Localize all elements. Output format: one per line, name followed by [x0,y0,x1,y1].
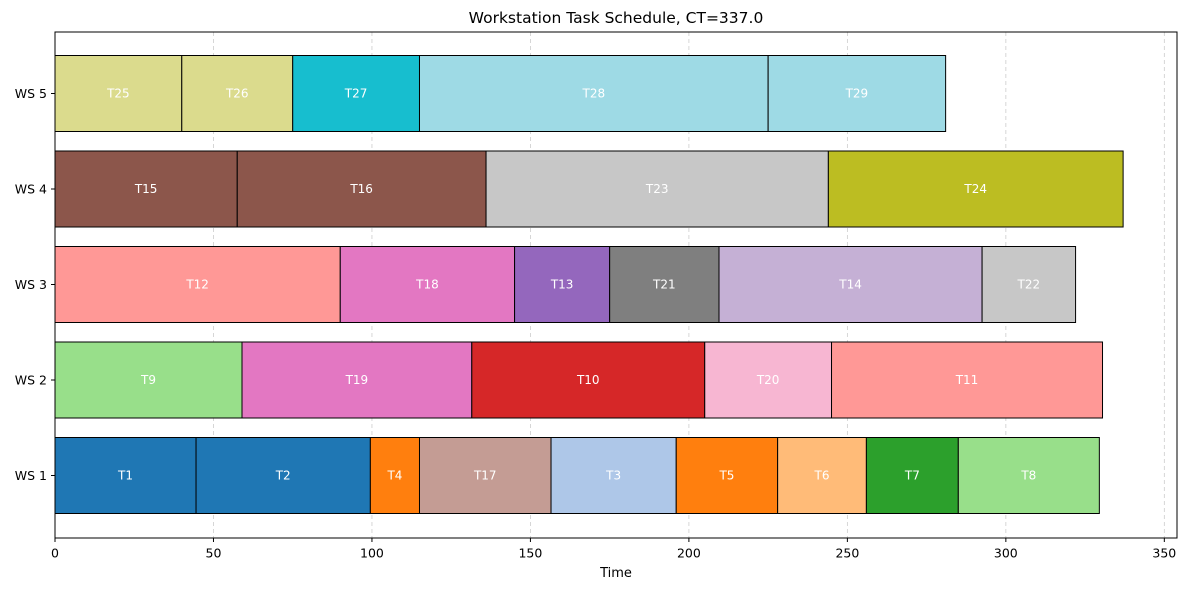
x-tick-label: 250 [835,546,859,561]
y-tick-label: WS 2 [15,373,47,388]
x-tick-label: 100 [360,546,384,561]
task-label: T28 [582,87,606,101]
x-tick-label: 0 [51,546,59,561]
plot-frame [54,31,1178,539]
task-label: T8 [1020,469,1036,483]
task-bar [957,437,1100,514]
task-label: T1 [117,469,133,483]
task-label: T21 [652,278,676,292]
task-label: T11 [955,373,979,387]
task-label: T12 [185,278,209,292]
task-label: T5 [718,469,734,483]
x-axis-ticks: 0 50 100 150 200 250 300 350 [51,538,1176,561]
y-tick-label: WS 5 [15,86,47,101]
task-label: T16 [349,182,373,196]
task-bar [195,437,371,514]
task-bar [675,437,779,514]
task-bar [181,55,294,132]
x-tick-label: 150 [518,546,542,561]
task-label: T24 [963,182,987,196]
task-bar [236,150,487,228]
x-tick-label: 200 [677,546,701,561]
task-label: T9 [140,373,156,387]
task-bar [54,55,183,132]
task-bar [514,246,611,323]
task-bar [831,341,1104,419]
task-label: T19 [345,373,369,387]
task-label: T26 [225,87,249,101]
chart-title: Workstation Task Schedule, CT=337.0 [469,9,764,27]
task-label: T2 [275,469,291,483]
task-bar [981,246,1077,323]
task-label: T10 [576,373,600,387]
task-bar [609,246,720,323]
task-label: T7 [904,469,920,483]
task-label: T23 [645,182,669,196]
task-bar [292,55,420,132]
task-bar [54,246,341,323]
task-label: T27 [344,87,368,101]
x-tick-label: 300 [994,546,1018,561]
x-tick-label: 350 [1152,546,1176,561]
task-label: T17 [473,469,497,483]
task-bar [827,150,1124,228]
bars: T1 T2 T4 T17 T3 T5 T6 T7 T8 T9 T19 T10 T20 T11 T12 T18 T… [54,55,1124,514]
task-bar [471,341,706,419]
task-label: T25 [106,87,130,101]
task-label: T13 [550,278,574,292]
task-bar [704,341,833,419]
y-tick-label: WS 3 [15,277,47,292]
y-tick-label: WS 4 [15,182,47,197]
task-label: T14 [838,278,862,292]
task-label: T6 [814,469,830,483]
task-label: T4 [386,469,402,483]
task-label: T29 [845,87,869,101]
task-bar [54,150,238,228]
task-label: T22 [1017,278,1041,292]
task-bar [418,55,769,132]
task-label: T18 [415,278,439,292]
task-bar [718,246,983,323]
task-bar [865,437,959,514]
x-tick-label: 50 [206,546,222,561]
y-tick-label: WS 1 [15,468,47,483]
x-axis-title: Time [599,566,632,581]
task-bar [485,150,829,228]
task-bar [777,437,867,514]
task-label: T3 [605,469,621,483]
task-bar [339,246,516,323]
task-bar [241,341,473,419]
task-bar [767,55,947,132]
task-label: T15 [134,182,158,196]
task-label: T20 [756,373,780,387]
y-axis-ticks: WS 1 WS 2 WS 3 WS 4 WS 5 [15,86,55,483]
